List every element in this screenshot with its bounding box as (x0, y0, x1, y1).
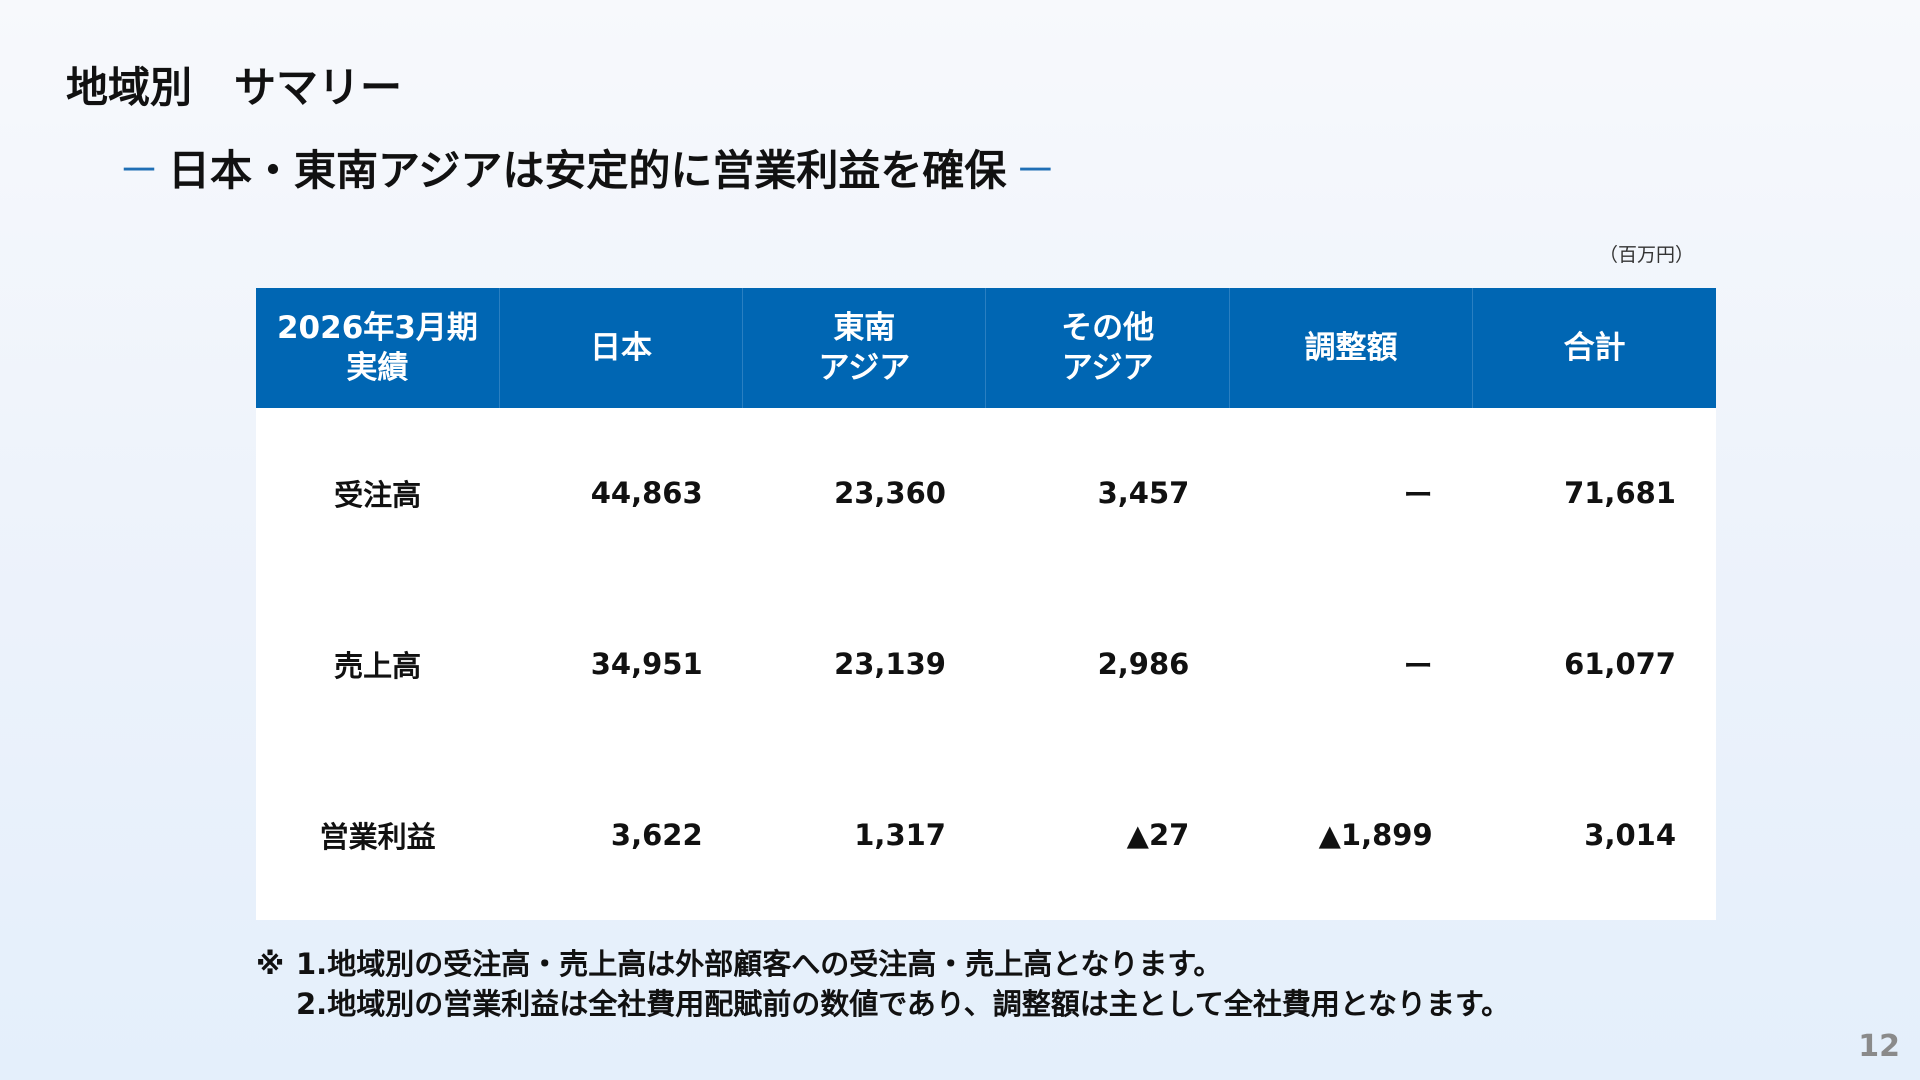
unit-label: （百万円） (1598, 244, 1694, 266)
cell-profit-other-asia: ▲27 (1126, 817, 1190, 852)
cell-sales-other-asia: 2,986 (1097, 646, 1190, 681)
header-adjustment: 調整額 (1228, 288, 1473, 408)
cell-profit-southeast-asia: 1,317 (854, 817, 946, 852)
footnote-line: 2.地域別の営業利益は全社費用配賦前の数値であり、調整額は主として全社費用となり… (256, 984, 1510, 1024)
cell-sales-southeast-asia: 23,139 (834, 646, 946, 681)
cell-orders-other-asia: 3,457 (1097, 476, 1190, 511)
row-label-operating-profit: 営業利益 (319, 819, 436, 854)
footnote-text-1: 1.地域別の受注高・売上高は外部顧客への受注高・売上高となります。 (296, 947, 1223, 981)
cell-sales-adjustment: ー (1403, 648, 1433, 683)
page-number: 12 (1858, 1029, 1900, 1064)
table-row-sales: 売上高 34,951 23,139 2,986 ー 61,077 (256, 579, 1716, 750)
cell-profit-adjustment: ▲1,899 (1318, 817, 1433, 852)
footnote-text-2: 2.地域別の営業利益は全社費用配賦前の数値であり、調整額は主として全社費用となり… (296, 987, 1511, 1021)
row-label-orders: 受注高 (334, 478, 422, 513)
header-southeast-asia: 東南 アジア (742, 288, 986, 408)
cell-profit-japan: 3,622 (610, 817, 703, 852)
subtitle-dash-right: － (1014, 146, 1057, 195)
header-other-asia: その他 アジア (985, 288, 1230, 408)
footnote-mark: ※ (256, 947, 285, 981)
subtitle-dash-left: － (118, 146, 161, 195)
header-period: 2026年3月期 実績 (256, 288, 500, 408)
cell-orders-adjustment: ー (1403, 478, 1433, 513)
row-label-sales: 売上高 (334, 648, 422, 683)
slide-title: 地域別 サマリー (66, 63, 403, 112)
table-row-orders: 受注高 44,863 23,360 3,457 ー 71,681 (256, 408, 1716, 579)
table-row-operating-profit: 営業利益 3,622 1,317 ▲27 ▲1,899 3,014 (256, 749, 1716, 920)
cell-orders-southeast-asia: 23,360 (834, 476, 946, 511)
footnote-indent (256, 984, 296, 1024)
subtitle-text: 日本・東南アジアは安定的に営業利益を確保 (168, 146, 1007, 195)
header-total: 合計 (1472, 288, 1716, 408)
table-header-row: 2026年3月期 実績 日本 東南 アジア その他 アジア 調整額 合計 (256, 288, 1716, 408)
cell-orders-japan: 44,863 (590, 476, 703, 511)
cell-profit-total: 3,014 (1584, 817, 1676, 852)
cell-sales-total: 61,077 (1564, 646, 1676, 681)
footnotes: ※ 1.地域別の受注高・売上高は外部顧客への受注高・売上高となります。 2.地域… (256, 944, 1510, 1024)
header-japan: 日本 (498, 288, 743, 408)
cell-sales-japan: 34,951 (590, 646, 703, 681)
regional-summary-table: 2026年3月期 実績 日本 東南 アジア その他 アジア 調整額 合計 受注高… (256, 288, 1716, 920)
footnote-line: ※ 1.地域別の受注高・売上高は外部顧客への受注高・売上高となります。 (256, 944, 1510, 984)
slide-subtitle: －日本・東南アジアは安定的に営業利益を確保－ (118, 141, 1056, 201)
cell-orders-total: 71,681 (1564, 476, 1676, 511)
